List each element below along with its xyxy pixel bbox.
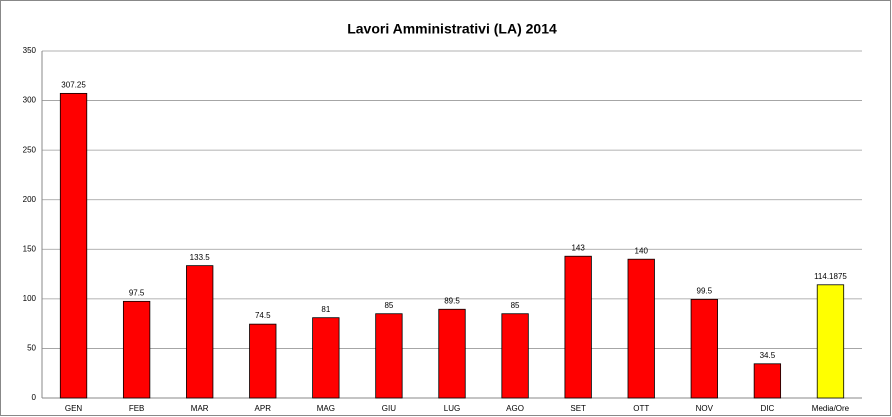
bar [249, 323, 277, 399]
bar [438, 308, 466, 399]
x-tick-label: GIU [382, 404, 396, 413]
bar [501, 313, 529, 399]
x-tick-label: SET [570, 404, 586, 413]
bar [312, 317, 340, 399]
x-tick-label: NOV [696, 404, 714, 413]
bar [375, 313, 403, 399]
bar [753, 363, 782, 399]
y-tick-label: 50 [27, 344, 36, 353]
bar [816, 284, 845, 399]
y-tick-label: 250 [23, 145, 37, 154]
data-label: 307.25 [61, 80, 86, 89]
bar [59, 92, 88, 399]
data-label: 85 [511, 301, 520, 310]
data-label: 133.5 [190, 253, 211, 262]
y-tick-label: 200 [23, 195, 37, 204]
x-tick-label: GEN [65, 404, 83, 413]
data-label: 143 [571, 243, 585, 252]
data-label: 34.5 [760, 351, 776, 360]
y-tick-label: 300 [23, 96, 37, 105]
x-tick-label: AGO [506, 404, 524, 413]
data-label: 140 [635, 246, 649, 255]
y-tick-label: 350 [23, 46, 37, 55]
chart-title: Lavori Amministrativi (LA) 2014 [347, 21, 557, 37]
data-label: 81 [321, 305, 330, 314]
x-tick-label: DIC [760, 404, 774, 413]
data-label: 99.5 [697, 286, 713, 295]
x-tick-label: OTT [633, 404, 649, 413]
bar [564, 255, 592, 399]
x-tick-label: LUG [444, 404, 460, 413]
data-label: 85 [384, 301, 393, 310]
data-label: 114.1875 [814, 272, 847, 281]
x-tick-label: APR [255, 404, 272, 413]
x-tick-label: MAG [317, 404, 335, 413]
bar [627, 258, 655, 399]
y-tick-label: 150 [23, 244, 37, 253]
bar [690, 298, 718, 399]
x-tick-label: FEB [129, 404, 145, 413]
data-label: 89.5 [444, 296, 460, 305]
y-tick-label: 100 [23, 294, 37, 303]
data-label: 74.5 [255, 311, 271, 320]
bar [122, 300, 151, 399]
y-tick-label: 0 [32, 393, 37, 402]
x-tick-label: MAR [191, 404, 209, 413]
data-label: 97.5 [129, 288, 145, 297]
bar [186, 265, 214, 399]
x-tick-label: Media/Ore [812, 404, 850, 413]
